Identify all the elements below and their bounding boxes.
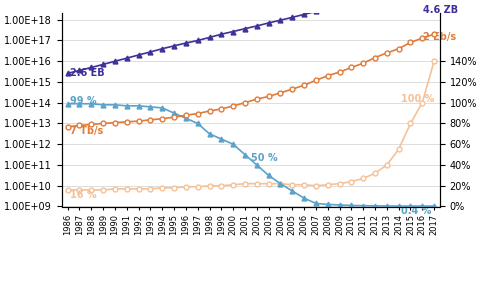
- Text: 2 Eb/s: 2 Eb/s: [424, 32, 456, 42]
- Text: 4.6 ZB: 4.6 ZB: [424, 5, 458, 15]
- Text: 2.6 EB: 2.6 EB: [70, 68, 104, 78]
- Text: 100 %: 100 %: [401, 94, 434, 104]
- Text: 0.4 %: 0.4 %: [401, 206, 432, 217]
- Text: 16 %: 16 %: [70, 189, 96, 199]
- Text: 7 Tb/s: 7 Tb/s: [70, 126, 103, 136]
- Text: 50 %: 50 %: [251, 153, 278, 163]
- Text: 99 %: 99 %: [70, 96, 96, 106]
- Legend: Storage (KB), Telecom (b/s), % Analog storage, % Non-high income telecom: Storage (KB), Telecom (b/s), % Analog st…: [23, 292, 441, 295]
